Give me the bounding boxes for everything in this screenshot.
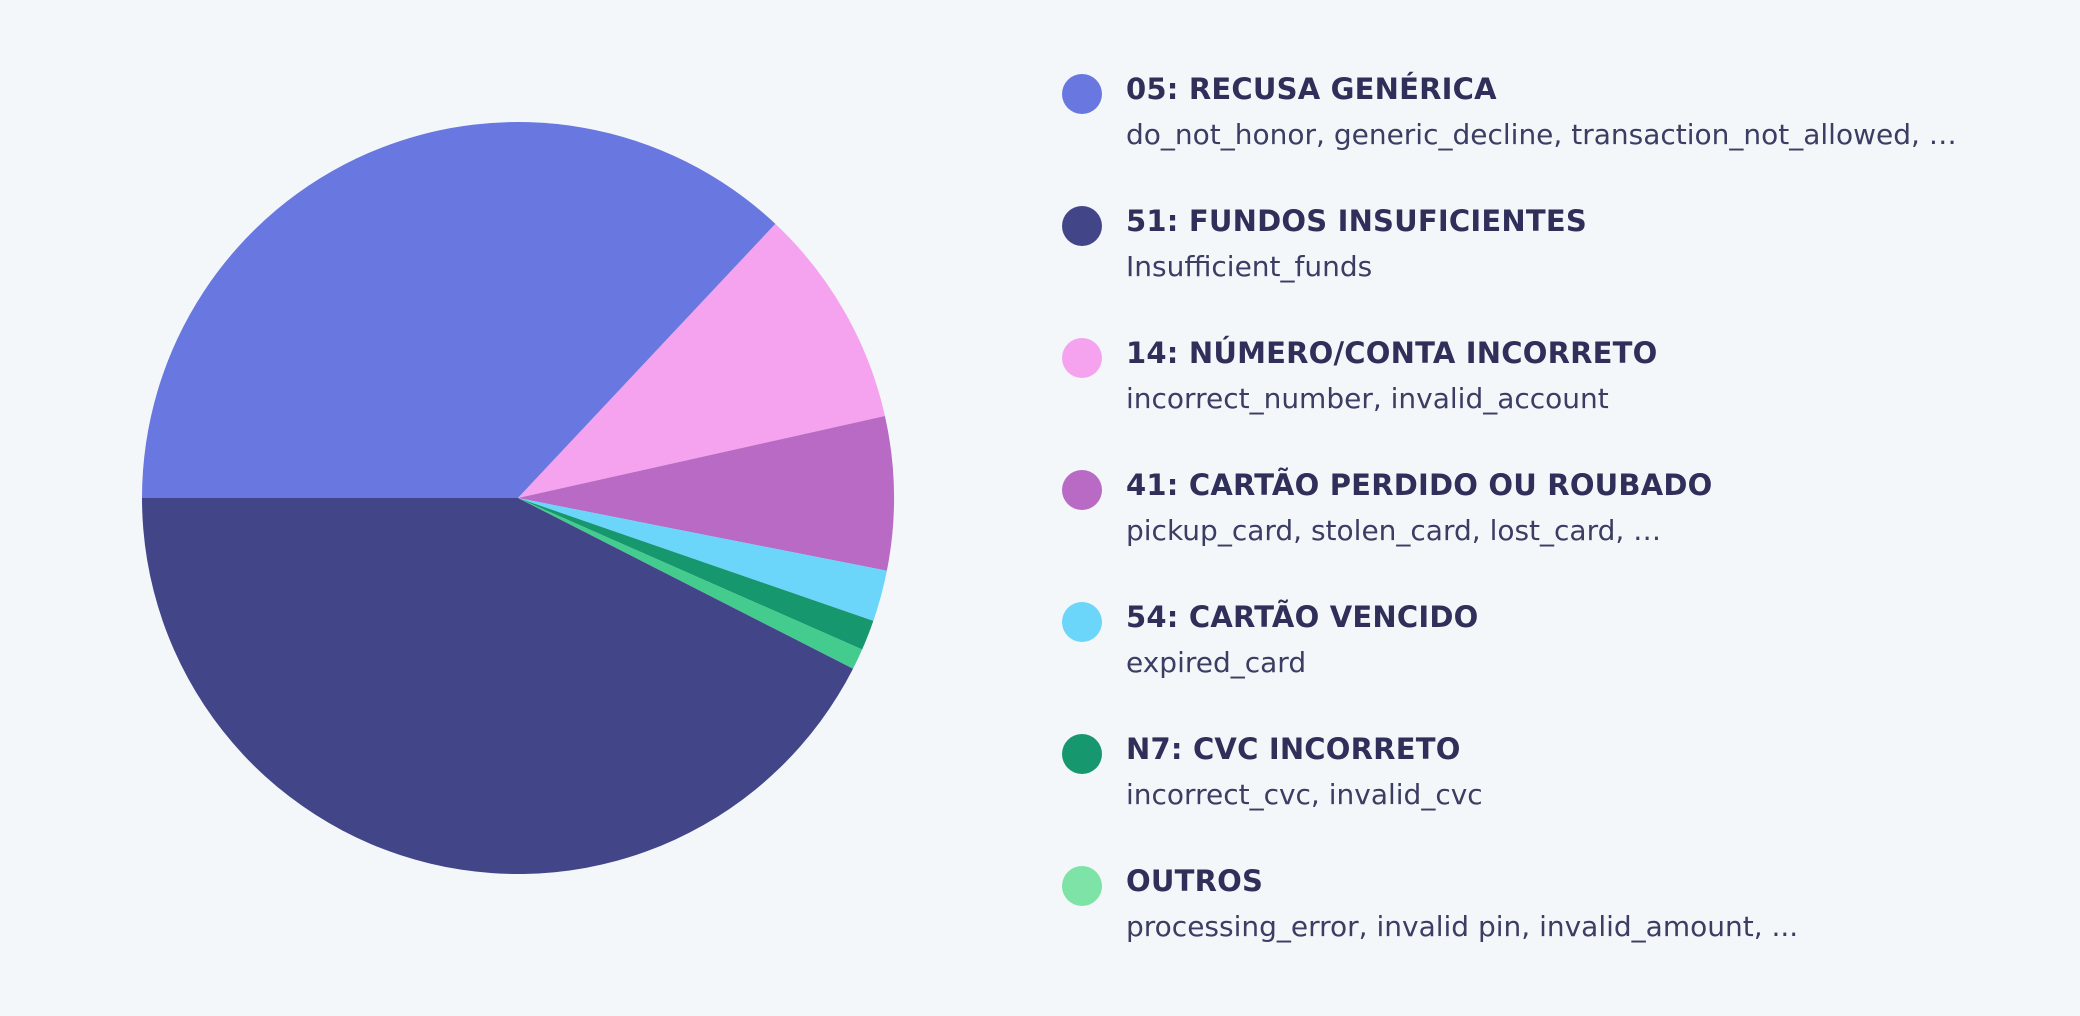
legend-swatch (1062, 866, 1102, 906)
legend-item-cartao-perdido-ou-roubado: 41: CARTÃO PERDIDO OU ROUBADO pickup_car… (1062, 466, 2062, 598)
legend-swatch (1062, 206, 1102, 246)
legend-label: 51: FUNDOS INSUFICIENTES (1126, 204, 1587, 238)
pie-slice-outros (518, 498, 863, 669)
legend-codes: Insufficient_funds (1126, 250, 1373, 283)
legend-item-recusa-generica: 05: RECUSA GENÉRICA do_not_honor, generi… (1062, 70, 2062, 202)
pie-slice-54-cart-o-vencido (518, 498, 887, 621)
legend-codes: processing_error, invalid pin, invalid_a… (1126, 910, 1799, 943)
legend-item-fundos-insuficientes: 51: FUNDOS INSUFICIENTES Insufficient_fu… (1062, 202, 2062, 334)
pie-slice-51-fundos-insuficientes (142, 498, 854, 875)
legend-item-cvc-incorreto: N7: CVC INCORRETO incorrect_cvc, invalid… (1062, 730, 2062, 862)
legend-codes: incorrect_number, invalid_account (1126, 382, 1609, 415)
legend-codes: do_not_honor, generic_decline, transacti… (1126, 118, 1957, 151)
pie-slice-14-n-mero-conta-incorreto (518, 223, 885, 498)
legend-swatch (1062, 734, 1102, 774)
legend-swatch (1062, 602, 1102, 642)
legend-label: 14: NÚMERO/CONTA INCORRETO (1126, 336, 1658, 370)
legend-codes: pickup_card, stolen_card, lost_card, … (1126, 514, 1662, 547)
legend-label: 41: CARTÃO PERDIDO OU ROUBADO (1126, 468, 1713, 502)
legend-item-numero-conta-incorreto: 14: NÚMERO/CONTA INCORRETO incorrect_num… (1062, 334, 2062, 466)
legend-codes: incorrect_cvc, invalid_cvc (1126, 778, 1483, 811)
pie-slice-n7-cvc-incorreto (518, 498, 874, 650)
legend-item-outros: OUTROS processing_error, invalid pin, in… (1062, 862, 2062, 994)
pie-slice-05-recusa-gen-rica (142, 122, 776, 498)
pie-chart (142, 122, 894, 875)
legend-swatch (1062, 74, 1102, 114)
legend-label: N7: CVC INCORRETO (1126, 732, 1461, 766)
legend-label: OUTROS (1126, 864, 1264, 898)
legend-item-cartao-vencido: 54: CARTÃO VENCIDO expired_card (1062, 598, 2062, 730)
legend: 05: RECUSA GENÉRICA do_not_honor, generi… (1062, 70, 2062, 994)
legend-label: 05: RECUSA GENÉRICA (1126, 72, 1497, 106)
pie-slice-41-cart-o-perdido-ou-roubado (518, 415, 894, 571)
legend-swatch (1062, 470, 1102, 510)
legend-label: 54: CARTÃO VENCIDO (1126, 600, 1479, 634)
legend-swatch (1062, 338, 1102, 378)
legend-codes: expired_card (1126, 646, 1307, 679)
